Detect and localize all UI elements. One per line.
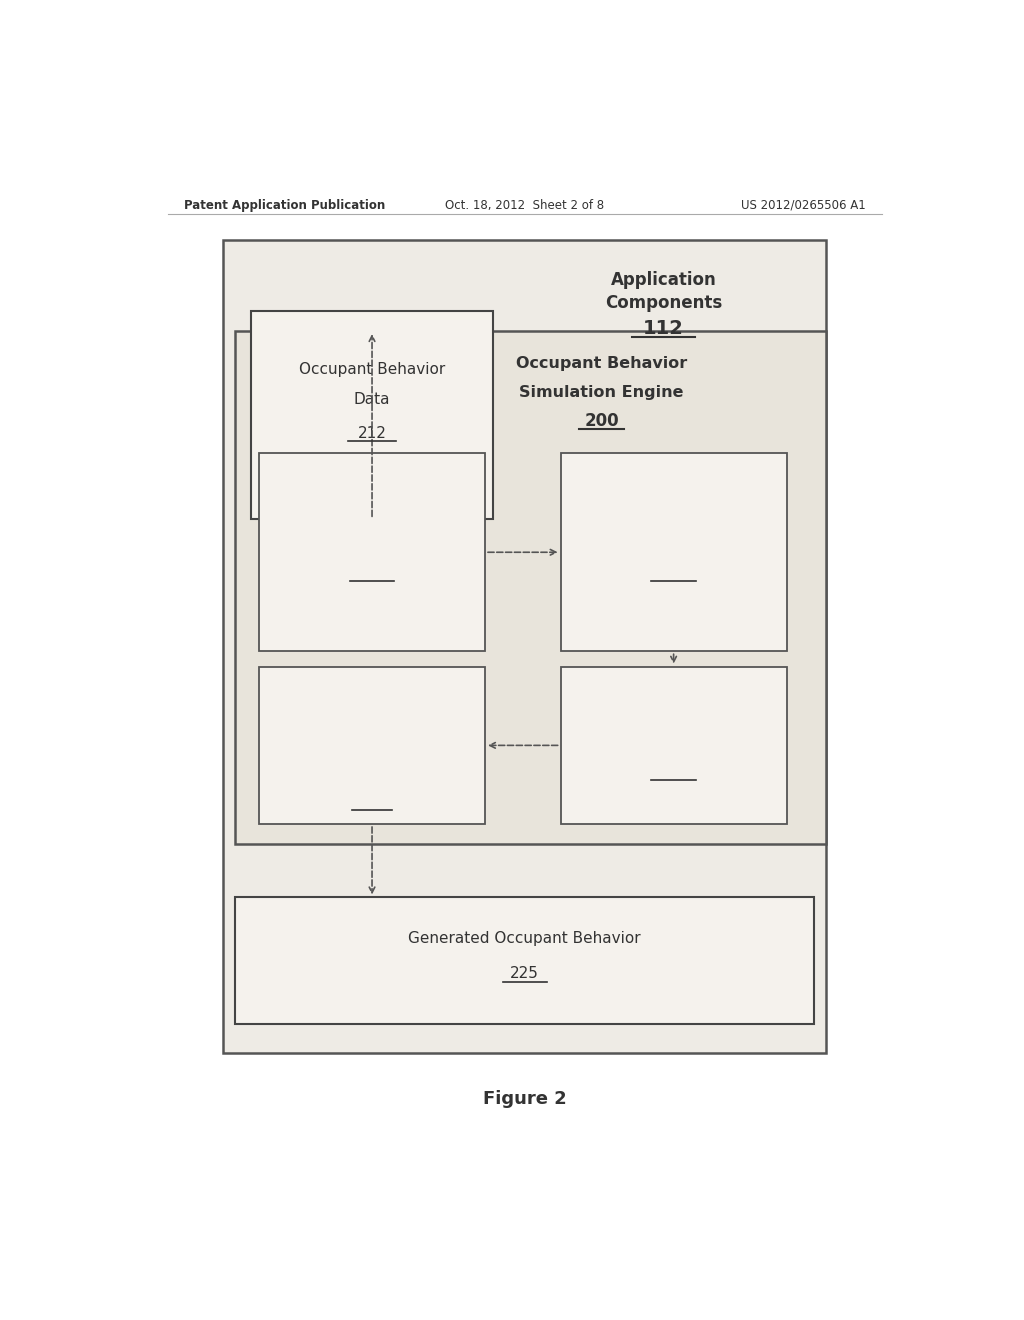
Text: Components: Components <box>605 294 722 312</box>
Text: 205: 205 <box>358 565 386 579</box>
FancyBboxPatch shape <box>259 667 485 824</box>
FancyBboxPatch shape <box>236 331 826 845</box>
Text: Data: Data <box>353 392 390 408</box>
Text: Module: Module <box>647 535 700 549</box>
FancyBboxPatch shape <box>236 898 814 1024</box>
Text: Application: Application <box>610 272 717 289</box>
Text: 220: 220 <box>358 793 385 808</box>
Text: 225: 225 <box>510 965 540 981</box>
Text: Occupant: Occupant <box>339 684 406 697</box>
Text: Smoothing: Smoothing <box>634 506 714 521</box>
Text: Generation: Generation <box>333 738 411 752</box>
Text: Behavior: Behavior <box>341 711 403 725</box>
Text: Occupant Behavior: Occupant Behavior <box>299 362 445 376</box>
Text: 112: 112 <box>643 318 684 338</box>
Text: Figure 2: Figure 2 <box>483 1089 566 1107</box>
FancyBboxPatch shape <box>259 453 485 651</box>
Text: Module: Module <box>647 735 700 751</box>
FancyBboxPatch shape <box>223 240 826 1053</box>
Text: 210: 210 <box>659 565 687 579</box>
Text: US 2012/0265506 A1: US 2012/0265506 A1 <box>741 198 866 211</box>
FancyBboxPatch shape <box>560 453 786 651</box>
Text: 215: 215 <box>659 764 687 779</box>
FancyBboxPatch shape <box>560 667 786 824</box>
Text: Occupant Behavior: Occupant Behavior <box>516 356 687 371</box>
Text: Module: Module <box>347 766 397 780</box>
Text: Patent Application Publication: Patent Application Publication <box>183 198 385 211</box>
Text: 212: 212 <box>357 426 386 441</box>
Text: Generated Occupant Behavior: Generated Occupant Behavior <box>409 931 641 946</box>
Text: Normalization: Normalization <box>623 708 725 722</box>
FancyBboxPatch shape <box>251 312 494 519</box>
Text: Histogram: Histogram <box>334 506 410 521</box>
Text: Oct. 18, 2012  Sheet 2 of 8: Oct. 18, 2012 Sheet 2 of 8 <box>445 198 604 211</box>
Text: Module: Module <box>345 535 398 549</box>
Text: Simulation Engine: Simulation Engine <box>519 384 684 400</box>
Text: 200: 200 <box>585 412 620 429</box>
